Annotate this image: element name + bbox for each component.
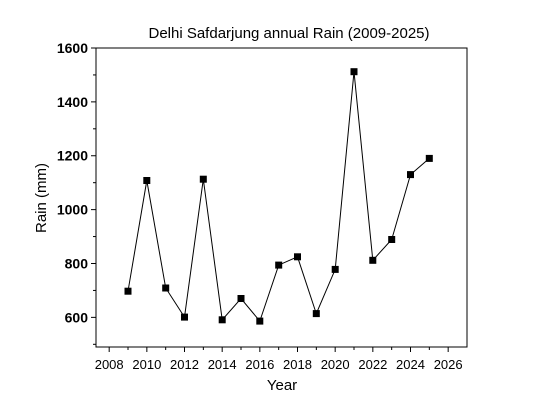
data-point-marker	[237, 295, 245, 302]
x-tick-label: 2010	[132, 357, 161, 372]
data-point-marker	[275, 261, 283, 269]
x-tick-label: 2024	[396, 357, 425, 372]
x-tick-label: 2014	[208, 357, 237, 372]
x-tick-label: 2018	[283, 357, 312, 372]
x-tick-label: 2016	[245, 357, 274, 372]
data-point-marker	[181, 313, 188, 321]
x-tick-label: 2020	[321, 357, 350, 372]
data-point-marker	[124, 287, 132, 295]
y-tick-label: 1200	[57, 148, 88, 164]
data-point-marker	[388, 236, 396, 243]
y-tick-label: 600	[65, 309, 89, 325]
y-tick-label: 800	[65, 255, 89, 271]
y-axis-label: Rain (mm)	[33, 163, 50, 233]
data-point-marker	[162, 284, 170, 292]
data-point-marker	[218, 316, 226, 324]
x-tick-label: 2008	[95, 357, 124, 372]
y-tick-label: 1000	[57, 202, 88, 218]
y-tick-label: 1400	[57, 94, 88, 110]
chart-title: Delhi Safdarjung annual Rain (2009-2025)	[148, 25, 429, 42]
series-line	[127, 71, 430, 323]
data-point-marker	[294, 253, 301, 261]
data-point-marker	[256, 317, 264, 325]
x-axis-label: Year	[267, 377, 297, 394]
y-tick-label: 1600	[57, 40, 88, 56]
x-tick-label: 2026	[434, 357, 463, 372]
data-point-marker	[350, 68, 358, 76]
data-point-marker	[199, 175, 207, 183]
data-point-marker	[312, 310, 320, 318]
plot-area-frame	[95, 47, 468, 348]
data-point-marker	[407, 171, 414, 179]
x-tick-label: 2012	[170, 357, 199, 372]
data-point-marker	[369, 256, 377, 264]
data-point-marker	[425, 154, 433, 162]
x-tick-label: 2022	[358, 357, 387, 372]
series-layer	[124, 68, 433, 325]
data-point-marker	[143, 177, 151, 184]
data-point-marker	[331, 265, 339, 273]
axis-ticks: 2008 2010 2012 2014 2016 2018 2020 2022 2024 2026…	[57, 40, 463, 372]
